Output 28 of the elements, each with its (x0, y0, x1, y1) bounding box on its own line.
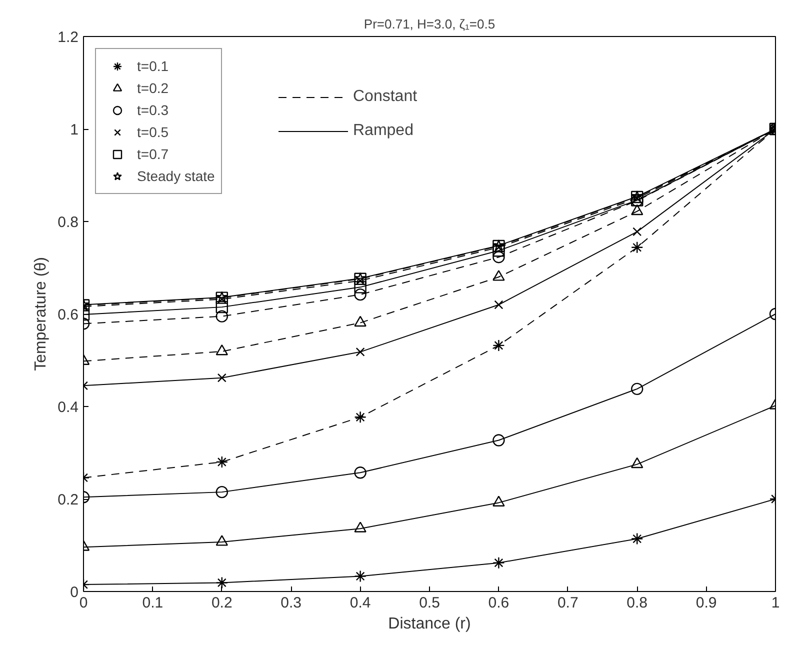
legend-label: t=0.1 (137, 57, 169, 76)
x-tick-label: 0.9 (696, 594, 717, 612)
x-tick-label: 0.4 (350, 594, 371, 612)
x-tick-label: 0.3 (280, 594, 302, 612)
y-axis-title: Temperature (θ) (32, 257, 50, 371)
legend-label: t=0.3 (137, 101, 169, 120)
annotation: Constant (353, 88, 418, 106)
y-tick-label: 0.8 (58, 214, 79, 231)
x-axis-title: Distance (r) (388, 616, 471, 632)
legend-label: Steady state (137, 167, 215, 186)
x-tick-label: 0.6 (488, 594, 510, 612)
x-tick-label: 0.5 (419, 594, 440, 612)
x-tick-label: 0.8 (626, 594, 648, 612)
x-tick-label: 0.1 (142, 594, 164, 612)
x-tick-label: 0.7 (557, 594, 578, 612)
x-tick-label: 1 (771, 594, 780, 612)
chart-title: Pr=0.71, H=3.0, ζ₁=0.5 (364, 16, 496, 32)
y-tick-label: 1 (70, 122, 78, 138)
y-tick-label: 0.4 (58, 399, 79, 416)
y-tick-label: 1.2 (58, 29, 79, 46)
annotation: Ramped (353, 122, 414, 140)
x-tick-label: 0.2 (211, 594, 232, 612)
legend-label: t=0.5 (137, 123, 169, 142)
legend-label: t=0.2 (137, 79, 169, 98)
y-tick-label: 0.2 (58, 492, 79, 508)
y-tick-label: 0.6 (58, 306, 79, 324)
y-tick-label: 0 (70, 584, 78, 601)
legend-label: t=0.7 (137, 145, 169, 164)
